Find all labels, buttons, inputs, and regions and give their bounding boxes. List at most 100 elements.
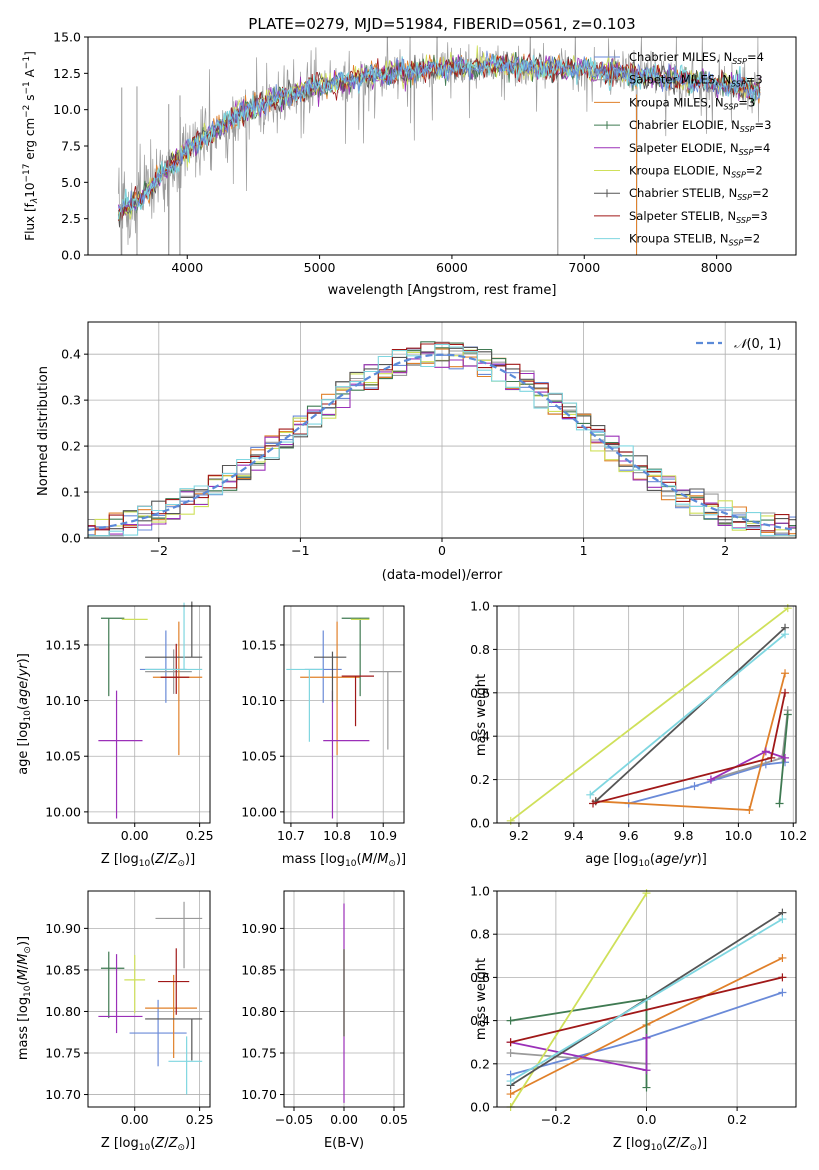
errorbar-point bbox=[286, 668, 324, 742]
legend-nssp-value: =4 bbox=[753, 141, 770, 155]
mass-weight-vs-Z-panel: −0.2 0.0 0.2 0.0 0.2 0.4 0.6 0.8 1.0 Z [log10(Z/… bbox=[470, 884, 797, 1153]
legend-label: Chabrier ELODIE, NSSP=3 bbox=[629, 118, 771, 134]
figure-title: PLATE=0279, MJD=51984, FIBERID=0561, z=0… bbox=[248, 15, 635, 33]
spectrum-model-line bbox=[118, 50, 761, 211]
mass-weight-marker bbox=[778, 953, 787, 962]
normal-reference-curve bbox=[87, 353, 797, 531]
axes-frame bbox=[496, 605, 797, 824]
x-tick-label: 9.4 bbox=[564, 828, 584, 843]
axes-frame bbox=[283, 605, 405, 824]
legend-nssp-value: =3 bbox=[738, 95, 755, 109]
legend-model-name: Kroupa MILES, N bbox=[629, 95, 724, 109]
y-tick-label: 10.15 bbox=[45, 637, 81, 652]
age-vs-Z-axes: 0.00 0.25 10.00 10.05 10.10 10.15 bbox=[45, 605, 214, 843]
mass-weight-marker bbox=[706, 775, 715, 784]
mass-weight-series bbox=[506, 1033, 651, 1075]
mass-weight-marker bbox=[506, 1049, 515, 1057]
x-tick-label: 0.2 bbox=[727, 1112, 747, 1127]
mass-weight-line bbox=[510, 607, 789, 822]
spectrum-legend-item: Salpeter ELODIE, NSSP=4 bbox=[594, 141, 770, 157]
legend-nssp-value: =2 bbox=[752, 186, 769, 200]
age-vs-mass-panel: 10.7 10.8 10.9 10.00 10.05 10.10 10.15 mass [l… bbox=[241, 605, 406, 869]
mass-vs-ebv-axes: −0.05 0.00 0.05 10.70 10.75 10.80 10.85 10.90 bbox=[241, 890, 408, 1127]
legend-label: Kroupa ELODIE, NSSP=2 bbox=[629, 164, 763, 180]
spectrum-legend-item: Chabrier MILES, NSSP=4 bbox=[594, 50, 764, 66]
legend-ssp-sub: SSP bbox=[737, 193, 752, 202]
mass-weight-series bbox=[506, 915, 787, 1086]
mass-weight-series bbox=[591, 669, 790, 814]
errorbar-point bbox=[314, 651, 347, 702]
mass-weight-marker bbox=[778, 915, 787, 924]
spectrum-ylabel: Flux [fλ10−17 erg cm−2 s−1 A−1] bbox=[22, 51, 40, 241]
legend-label: Salpeter ELODIE, NSSP=4 bbox=[629, 141, 770, 157]
spectrum-panel: 4000 5000 6000 7000 8000 0.0 2.5 5.0 7.5 10.0 12.5… bbox=[22, 30, 797, 298]
errorbar-point bbox=[155, 901, 203, 969]
errorbar-point bbox=[145, 1018, 203, 1061]
residuals-panel: −2 −1 0 1 2 0.0 0.1 0.2 0.3 0.4 𝒩(0, 1) (data-mod… bbox=[36, 321, 797, 583]
legend-ssp-sub: SSP bbox=[731, 171, 746, 180]
y-tick-label: 10.00 bbox=[241, 804, 277, 819]
x-tick-label: 0.25 bbox=[186, 828, 214, 843]
y-tick-label: 1.0 bbox=[470, 599, 490, 614]
x-tick-label: 0.25 bbox=[186, 1112, 214, 1127]
errorbar-point bbox=[145, 974, 198, 1058]
y-tick-label: 10.0 bbox=[53, 102, 81, 117]
x-tick-label: 0.0 bbox=[637, 1112, 657, 1127]
y-tick-label: 0.4 bbox=[470, 729, 490, 744]
y-tick-label: 0.3 bbox=[61, 393, 81, 408]
y-tick-label: 0.8 bbox=[470, 927, 490, 942]
mass-weight-marker bbox=[506, 1090, 515, 1099]
mass-weight-vs-Z-xlabel: Z [log10(Z/Z⊙)] bbox=[613, 1136, 707, 1153]
y-tick-label: 0.2 bbox=[470, 1056, 490, 1071]
mass-weight-marker bbox=[783, 710, 792, 719]
mass-weight-marker bbox=[761, 747, 770, 756]
legend-model-name: Salpeter ELODIE, N bbox=[629, 141, 739, 155]
mass-vs-Z-ylabel: mass [log10(M/M⊙)] bbox=[16, 936, 33, 1060]
normal-legend-label: 𝒩(0, 1) bbox=[734, 337, 781, 352]
errorbar-point bbox=[323, 690, 370, 819]
mass-weight-marker bbox=[506, 1016, 515, 1025]
errorbar-point bbox=[158, 948, 190, 1015]
y-tick-label: 10.05 bbox=[241, 749, 277, 764]
y-tick-label: 10.75 bbox=[241, 1046, 277, 1061]
y-tick-label: 10.70 bbox=[241, 1087, 277, 1102]
mass-weight-marker bbox=[589, 799, 598, 808]
mass-weight-series bbox=[706, 747, 790, 784]
errorbar-point bbox=[98, 690, 143, 819]
x-tick-label: 0 bbox=[438, 543, 446, 558]
age-vs-Z-xlabel: Z [log10(Z/Z⊙)] bbox=[101, 852, 195, 869]
legend-model-name: Kroupa ELODIE, N bbox=[629, 164, 731, 178]
residual-histogram-line bbox=[88, 343, 796, 537]
y-tick-label: 10.90 bbox=[45, 921, 81, 936]
errorbar-point bbox=[124, 954, 146, 1014]
legend-model-name: Kroupa STELIB, N bbox=[629, 232, 729, 246]
spectrum-axes: 4000 5000 6000 7000 8000 0.0 2.5 5.0 7.5 10.0 12.5… bbox=[53, 30, 797, 275]
legend-model-name: Salpeter STELIB, N bbox=[629, 209, 736, 223]
age-vs-mass-xlabel: mass [log10(M/M⊙)] bbox=[282, 852, 406, 869]
errorbar-point bbox=[369, 671, 402, 750]
legend-nssp-value: =3 bbox=[746, 73, 763, 87]
legend-model-name: Chabrier MILES, N bbox=[629, 50, 732, 64]
mass-weight-vs-Z-axes: −0.2 0.0 0.2 0.0 0.2 0.4 0.6 0.8 1.0 bbox=[470, 884, 797, 1127]
x-tick-label: −0.05 bbox=[275, 1112, 313, 1127]
legend-ssp-sub: SSP bbox=[731, 80, 746, 89]
spectrum-model-line bbox=[117, 54, 761, 220]
y-tick-label: 0.1 bbox=[61, 485, 81, 500]
mass-weight-line bbox=[510, 918, 783, 1082]
legend-model-name: Chabrier ELODIE, N bbox=[629, 118, 740, 132]
y-tick-label: 0.0 bbox=[61, 248, 81, 263]
errorbar-point bbox=[98, 954, 143, 1034]
x-tick-label: −0.2 bbox=[541, 1112, 571, 1127]
legend-label: Kroupa STELIB, NSSP=2 bbox=[629, 232, 760, 248]
spectrum-legend-item: Kroupa MILES, NSSP=3 bbox=[594, 95, 755, 111]
legend-label: Salpeter MILES, NSSP=3 bbox=[629, 73, 763, 89]
x-tick-label: −1 bbox=[291, 543, 309, 558]
y-tick-label: 10.15 bbox=[241, 637, 277, 652]
y-tick-label: 10.00 bbox=[45, 804, 81, 819]
age-vs-mass-errorbars bbox=[286, 617, 402, 819]
y-tick-label: 0.0 bbox=[470, 1100, 490, 1115]
mass-weight-marker bbox=[778, 973, 787, 982]
mass-weight-marker bbox=[775, 799, 784, 808]
